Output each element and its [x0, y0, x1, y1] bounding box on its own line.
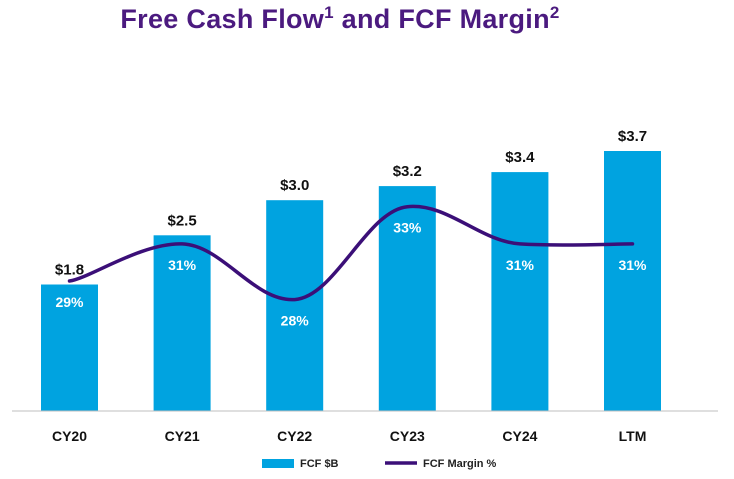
- legend: FCF $B FCF Margin %: [262, 458, 497, 470]
- x-tick-label: CY24: [502, 428, 537, 444]
- bar-ltm: [604, 151, 661, 411]
- title-main: Free Cash Flow: [120, 4, 325, 34]
- margin-value-label: 28%: [281, 313, 310, 329]
- bar-series: [41, 151, 661, 411]
- title-footnote-1: 1: [324, 3, 334, 22]
- margin-value-label: 29%: [55, 294, 84, 310]
- legend-label-margin: FCF Margin %: [423, 458, 497, 470]
- bar-cy22: [266, 200, 324, 411]
- bar-value-label: $1.8: [55, 262, 84, 279]
- x-tick-label: CY23: [390, 428, 425, 444]
- legend-label-fcf: FCF $B: [300, 458, 339, 470]
- bar-value-label: $3.4: [505, 149, 535, 166]
- chart-labels: $1.8 CY20 29% $2.5 CY21 31% $3.0 CY22 28% $3.2 CY2…: [52, 128, 647, 444]
- x-tick-label: LTM: [619, 428, 647, 444]
- bar-cy24: [491, 172, 549, 411]
- bar-cy20: [41, 284, 98, 411]
- legend-swatch-fcf: [262, 459, 294, 468]
- x-tick-label: CY20: [52, 428, 87, 444]
- x-tick-label: CY22: [277, 428, 312, 444]
- margin-value-label: 33%: [393, 220, 422, 236]
- bar-value-label: $2.5: [167, 212, 196, 229]
- bar-value-label: $3.2: [393, 163, 422, 180]
- title-middle: and FCF Margin: [333, 4, 550, 34]
- title-footnote-2: 2: [549, 3, 560, 22]
- bar-cy21: [153, 235, 211, 411]
- bar-value-label: $3.7: [618, 128, 647, 145]
- margin-value-label: 31%: [168, 257, 197, 273]
- bar-cy23: [378, 186, 436, 411]
- margin-value-label: 31%: [506, 257, 535, 273]
- margin-line: [67, 204, 635, 302]
- margin-value-label: 31%: [618, 257, 647, 273]
- x-tick-label: CY21: [165, 428, 200, 444]
- bar-value-label: $3.0: [280, 177, 309, 194]
- chart-title: Free Cash Flow1 and FCF Margin2: [0, 4, 680, 35]
